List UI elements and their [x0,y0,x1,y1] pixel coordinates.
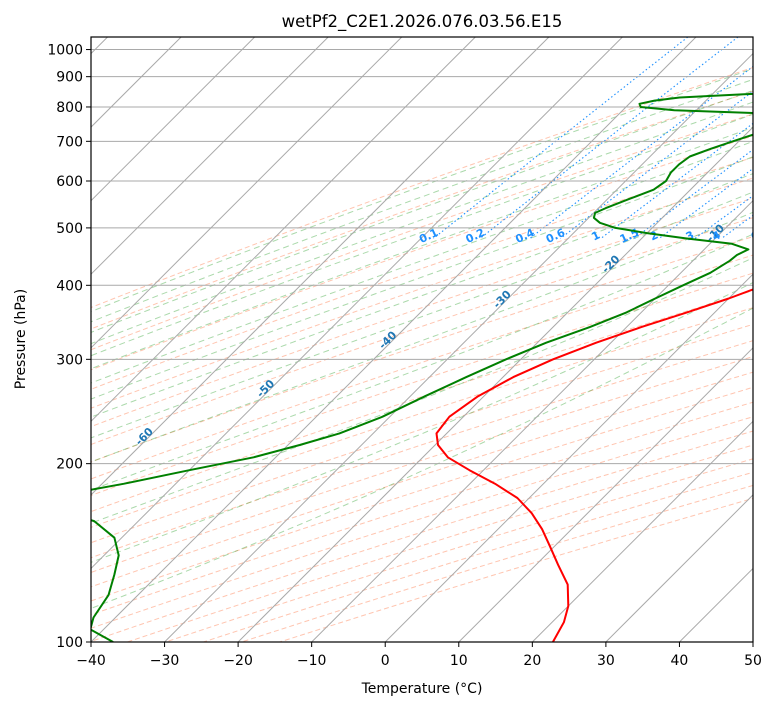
temperature-profile [435,288,753,642]
mixing-ratio-line [634,148,753,239]
dry-adiabat [91,356,753,573]
moist-adiabat [91,89,753,333]
isotherm-label: -40 [376,328,399,351]
moist-adiabat [91,68,753,313]
x-axis: −40 −30 −20 −10 0 10 20 30 40 50 [76,642,762,669]
y-tick-label: 700 [56,134,83,150]
moist-adiabat [91,257,753,524]
moist-adiabat [91,78,753,323]
y-tick-label: 800 [56,100,83,116]
isotherm [384,273,753,642]
dry-adiabat [279,497,753,642]
x-tick-label: −40 [76,653,106,669]
moist-adiabat [91,126,753,370]
isotherm [91,37,403,349]
x-tick-label: 0 [381,653,390,669]
x-tick-label: 40 [671,653,689,669]
moist-adiabat [91,156,753,400]
dry-adiabat [91,66,753,309]
isotherm [311,199,753,642]
mixing-ratio-line [658,167,753,239]
moist-adiabat [91,282,753,563]
mixing-ratio-line [529,65,753,239]
isotherm [531,420,753,642]
moist-adiabat [91,211,753,463]
isotherm [91,37,256,202]
isotherm [458,347,753,642]
isotherm [91,37,329,275]
dry-adiabat [91,371,753,588]
isotherm-label: -70 [7,476,30,499]
mixing-ratio-line [694,195,753,239]
dry-adiabat [91,340,753,559]
dry-adiabat [203,471,753,642]
y-tick-label: 400 [56,278,83,294]
mixing-ratio-label: 1 [590,228,602,243]
isotherm [91,37,550,496]
mixing-ratio-label: 6 [749,228,762,243]
y-tick-label: 1000 [47,43,83,59]
x-tick-label: 10 [450,653,468,669]
dry-adiabat [91,323,753,544]
y-tick-label: 500 [56,221,83,237]
mixing-ratio-label: 0.2 [464,226,487,246]
chart-title: wetPf2_C2E1.2026.076.03.56.E15 [282,12,563,32]
dry-adiabat [241,484,753,642]
dry-adiabat [91,290,753,513]
mixing-ratio-label: 2 [648,228,660,243]
dry-adiabat [91,416,753,629]
x-tick-label: −10 [297,653,327,669]
background-lines [91,37,775,642]
mixing-ratio-line [760,37,775,238]
y-tick-label: 300 [56,352,83,368]
x-tick-label: 50 [744,653,762,669]
mixing-ratio-line [479,37,739,239]
dewpoint-profile [91,92,753,642]
dry-adiabat [91,307,753,528]
x-tick-label: 20 [523,653,541,669]
x-tick-label: 30 [597,653,615,669]
mixing-ratio-label: 0.4 [513,226,536,246]
isotherm [752,641,753,642]
y-tick-label: 600 [56,174,83,190]
isotherm [164,52,753,642]
moist-adiabat [91,233,753,491]
x-tick-label: −30 [150,653,180,669]
dry-adiabat [91,430,753,642]
y-tick-label: 900 [56,70,83,86]
isotherm [605,494,753,642]
y-tick-label: 100 [56,635,83,651]
isotherm [91,37,623,570]
y-axis: 1000 900 800 700 600 500 400 300 200 100 [47,43,91,651]
dry-adiabat [91,386,753,602]
sounding-series [91,92,753,642]
x-tick-label: −20 [223,653,253,669]
x-axis-label: Temperature (°C) [361,681,483,697]
mixing-ratio-line [433,37,689,239]
dry-adiabat [91,236,753,463]
isotherm [679,567,753,642]
dry-adiabat [91,272,753,497]
isotherm [91,37,697,642]
dry-adiabat [91,254,753,480]
isotherm [91,37,476,423]
isotherm-label: -50 [254,377,277,400]
dry-adiabat [165,458,753,642]
y-axis-label: Pressure (hPa) [13,289,29,389]
dry-adiabat [91,113,753,351]
moist-adiabat [91,173,753,418]
dry-adiabat [91,177,753,409]
moist-adiabat [91,113,753,357]
plot-frame [90,36,754,643]
y-tick-label: 200 [56,457,83,473]
